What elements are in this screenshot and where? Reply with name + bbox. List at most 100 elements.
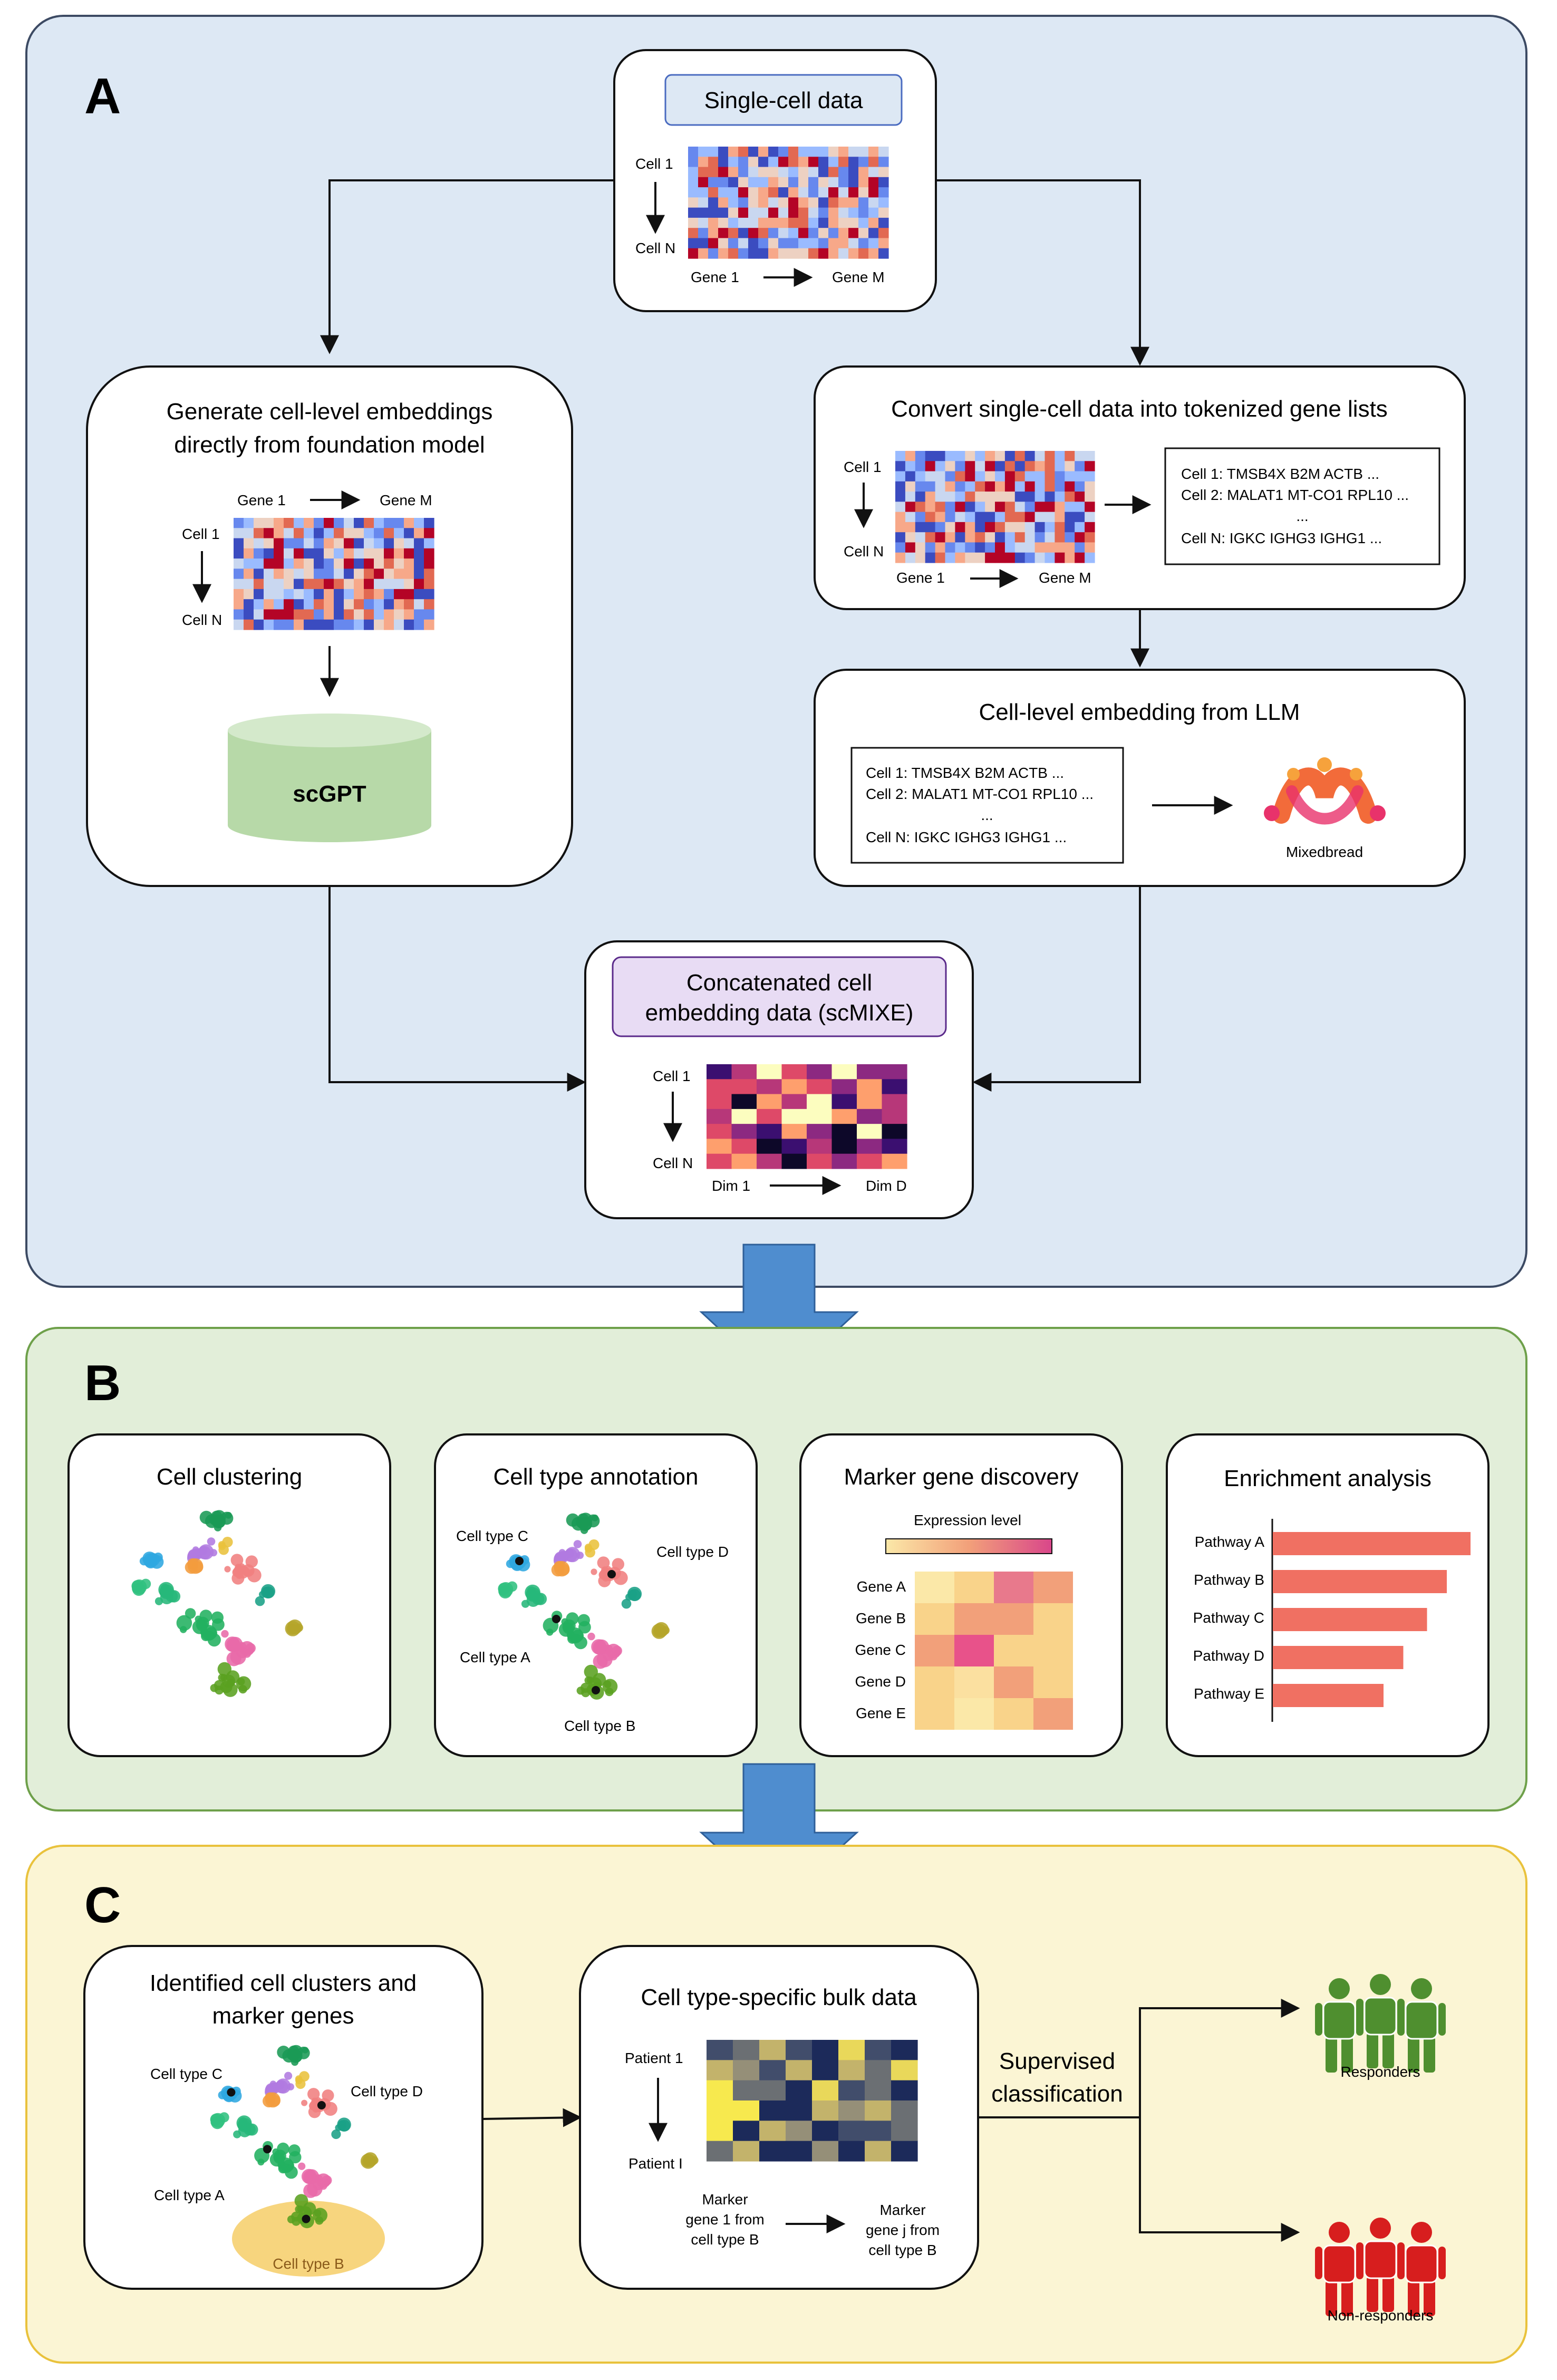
annotation-label-b: Cell type B — [564, 1718, 635, 1734]
heatmap-cell — [808, 157, 819, 168]
heatmap-cell — [848, 228, 859, 239]
heatmap-cell — [781, 1153, 807, 1169]
heatmap-cell — [404, 589, 414, 600]
mixedbread-label: Mixedbread — [1286, 844, 1363, 860]
heatmap-cell — [1024, 451, 1036, 461]
heatmap-cell — [294, 599, 304, 610]
heatmap-cell — [728, 187, 739, 198]
heatmap-cell — [354, 548, 364, 559]
heatmap-cell — [857, 1094, 883, 1110]
bulk-col-end-line3: cell type B — [868, 2242, 936, 2258]
heatmap-cell — [234, 548, 244, 559]
heatmap-cell — [1085, 461, 1095, 472]
heatmap-cell — [788, 157, 799, 168]
heatmap-cell — [945, 532, 955, 543]
person-outline — [1405, 2244, 1438, 2283]
heatmap-cell — [965, 512, 975, 523]
enrichment-box — [1166, 1433, 1490, 1757]
heatmap-cell — [264, 558, 274, 569]
heatmap-cell — [708, 197, 719, 208]
heatmap-cell — [955, 522, 965, 533]
heatmap-cell — [868, 228, 879, 239]
heatmap-cell — [995, 471, 1005, 482]
person-torso — [1365, 2241, 1396, 2278]
heatmap-cell — [838, 2060, 865, 2081]
heatmap-cell — [374, 568, 384, 580]
concat-col-start: Dim 1 — [712, 1178, 750, 1194]
person-head — [1411, 2222, 1432, 2243]
heatmap-cell — [698, 217, 709, 228]
heatmap-cell — [925, 471, 936, 482]
heatmap-cell — [995, 481, 1005, 492]
person-head — [1370, 2218, 1391, 2239]
heatmap-cell — [314, 579, 324, 590]
person-arm — [1438, 2003, 1446, 2036]
heatmap-cell — [274, 548, 284, 559]
heatmap-cell — [718, 228, 729, 239]
heatmap-cell — [414, 619, 424, 630]
heatmap-cell — [975, 552, 985, 563]
heatmap-cell — [424, 528, 434, 539]
heatmap-cell — [344, 609, 354, 620]
heatmap-cell — [304, 538, 314, 549]
heatmap-cell — [858, 207, 869, 218]
heatmap-cell — [234, 579, 244, 590]
heatmap-cell — [294, 528, 304, 539]
heatmap-cell — [1055, 552, 1065, 563]
heatmap-cell — [798, 207, 809, 218]
heatmap-cell — [344, 548, 354, 559]
heatmap-cell — [384, 589, 394, 600]
heatmap-cell — [718, 167, 729, 178]
heatmap-cell — [985, 552, 995, 563]
heatmap-cell — [234, 518, 244, 528]
umap-point — [207, 1537, 216, 1546]
responders-label: Responders — [1341, 2064, 1420, 2080]
heatmap-cell — [945, 512, 955, 523]
heatmap-cell — [304, 589, 314, 600]
heatmap-cell — [1055, 451, 1065, 461]
heatmap-cell — [812, 2040, 839, 2060]
heatmap-cell — [274, 579, 284, 590]
heatmap-cell — [788, 187, 799, 198]
heatmap-cell — [955, 502, 965, 513]
heatmap-cell — [985, 451, 995, 461]
heatmap-cell — [1085, 552, 1095, 563]
umap-point — [199, 1610, 212, 1623]
annotation-label-d: Cell type D — [656, 1544, 729, 1560]
person-torso — [1323, 2002, 1355, 2039]
umap-point — [612, 1645, 623, 1656]
umap-point — [301, 2099, 308, 2106]
heatmap-cell — [334, 558, 344, 569]
heatmap-cell — [915, 532, 926, 543]
heatmap-cell — [1045, 451, 1055, 461]
heatmap-cell — [975, 461, 985, 472]
person-arm — [1397, 1999, 1405, 2031]
heatmap-cell — [868, 197, 879, 208]
umap-point — [222, 1674, 236, 1688]
heatmap-cell — [838, 2080, 865, 2101]
umap-point — [269, 2095, 281, 2107]
heatmap-cell — [857, 1139, 883, 1154]
heatmap-cell — [424, 579, 434, 590]
heatmap-cell — [304, 619, 314, 630]
heatmap-cell — [915, 481, 926, 492]
heatmap-cell — [985, 502, 995, 513]
heatmap-cell — [985, 471, 995, 482]
heatmap-cell — [394, 538, 404, 549]
heatmap-cell — [895, 451, 906, 461]
heatmap-cell — [1014, 522, 1026, 533]
heatmap-cell — [738, 207, 749, 218]
cell-type-marker-dot — [552, 1615, 560, 1623]
pathway-label-b: Pathway B — [1194, 1572, 1264, 1588]
heatmap-cell — [848, 157, 859, 168]
heatmap-cell — [831, 1153, 857, 1169]
heatmap-cell — [404, 579, 414, 590]
heatmap-cell — [812, 2100, 839, 2121]
pathway-label-c: Pathway C — [1193, 1610, 1264, 1626]
heatmap-cell — [1034, 471, 1046, 482]
llm-list-line-1: Cell 1: TMSB4X B2M ACTB ... — [866, 765, 1064, 781]
umap-point — [225, 1511, 232, 1519]
heatmap-cell — [786, 2040, 813, 2060]
umap-point — [301, 2169, 317, 2184]
heatmap-cell — [758, 248, 769, 259]
